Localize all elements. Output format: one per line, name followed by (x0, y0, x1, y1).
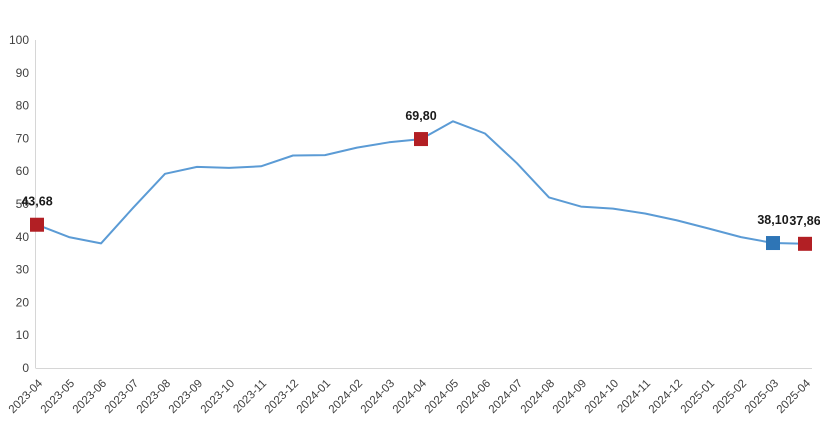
x-tick-label: 2023-12 (263, 378, 301, 416)
x-tick-label: 2025-04 (775, 377, 814, 416)
x-tick-label: 2024-12 (647, 378, 685, 416)
x-tick-label: 2024-10 (583, 378, 621, 416)
x-tick-label: 2024-03 (359, 378, 397, 416)
highlight-marker (766, 236, 780, 251)
x-tick-label: 2023-04 (7, 377, 46, 416)
x-tick-label: 2024-04 (391, 377, 430, 416)
x-tick-label: 2025-03 (743, 378, 781, 416)
y-tick-label: 10 (16, 328, 30, 342)
x-tick-label: 2024-02 (327, 378, 365, 416)
data-point-label: 69,80 (405, 109, 436, 123)
y-tick-label: 80 (16, 99, 30, 113)
x-tick-label: 2025-01 (679, 378, 717, 416)
x-tick-label: 2024-05 (423, 378, 461, 416)
data-point-label: 43,68 (21, 195, 52, 209)
x-tick-label: 2024-09 (551, 378, 589, 416)
x-tick-label: 2023-09 (167, 378, 205, 416)
x-tick-label: 2025-02 (711, 378, 749, 416)
highlight-marker (414, 132, 428, 147)
x-tick-label: 2023-10 (199, 378, 237, 416)
highlight-marker (798, 236, 812, 251)
y-tick-label: 90 (16, 66, 30, 80)
x-tick-label: 2024-07 (487, 378, 525, 416)
x-tick-label: 2024-08 (519, 378, 557, 416)
x-tick-label: 2023-07 (103, 378, 141, 416)
y-tick-label: 60 (16, 164, 30, 178)
y-tick-label: 20 (16, 295, 30, 309)
y-tick-label: 0 (22, 361, 29, 375)
y-tick-label: 40 (16, 230, 30, 244)
y-tick-label: 50 (16, 197, 30, 211)
x-tick-label: 2023-08 (135, 378, 173, 416)
y-tick-label: 30 (16, 263, 30, 277)
x-tick-label: 2023-06 (71, 378, 109, 416)
highlight-marker (30, 217, 44, 232)
x-tick-label: 2024-11 (615, 378, 653, 416)
x-tick-label: 2024-06 (455, 378, 493, 416)
x-tick-label: 2023-11 (231, 378, 269, 416)
data-point-label: 37,86 (789, 214, 820, 228)
y-tick-label: 70 (16, 131, 30, 145)
x-tick-label: 2024-01 (295, 378, 333, 416)
x-tick-label: 2023-05 (39, 378, 77, 416)
data-point-label: 38,10 (757, 213, 788, 227)
y-tick-label: 100 (9, 33, 29, 47)
